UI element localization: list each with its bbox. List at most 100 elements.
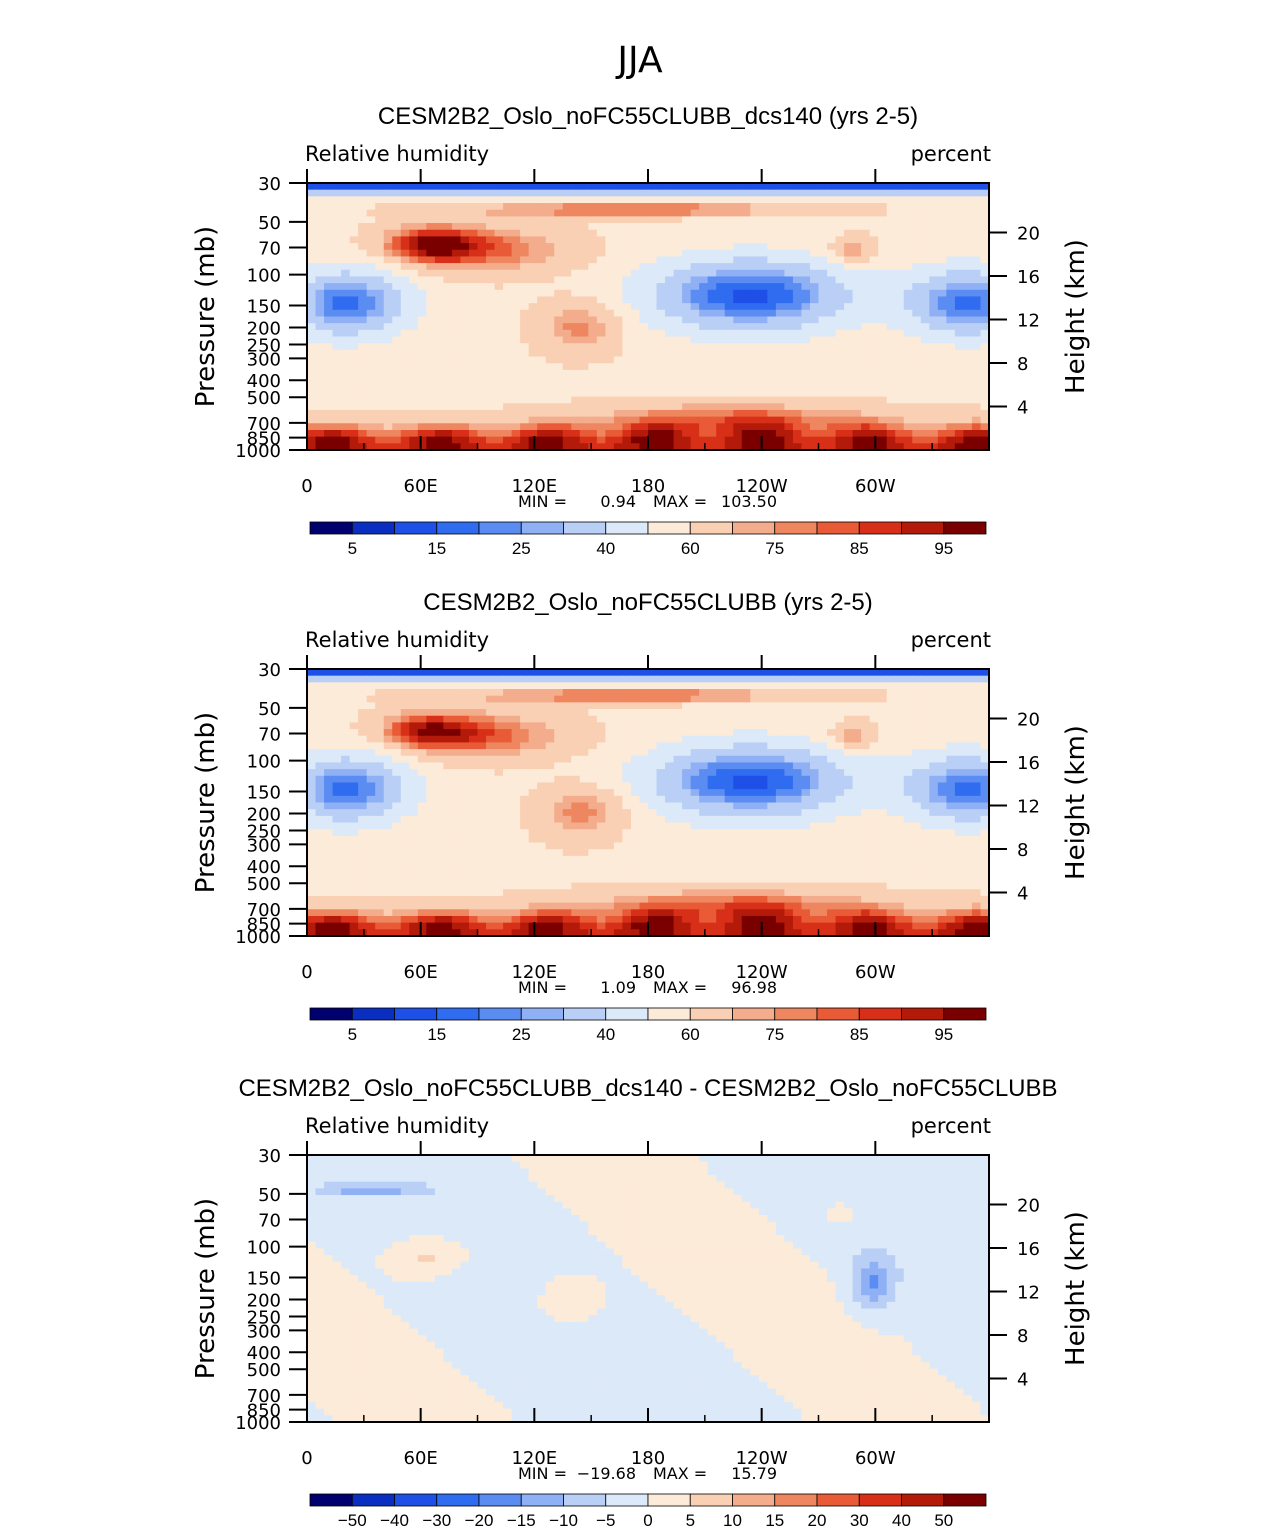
- field-cell: [613, 183, 624, 191]
- field-cell: [451, 749, 462, 757]
- field-cell: [545, 296, 555, 304]
- field-cell: [656, 303, 666, 311]
- field-cell: [605, 189, 615, 197]
- field-cell: [954, 309, 965, 318]
- field-cell: [954, 209, 965, 217]
- field-cell: [477, 396, 487, 404]
- field-cell: [341, 429, 351, 438]
- field-cell: [375, 429, 385, 438]
- field-cell: [537, 309, 547, 318]
- field-cell: [588, 236, 598, 244]
- field-cell: [324, 309, 334, 318]
- field-cell: [579, 289, 589, 298]
- field-cell: [596, 223, 606, 231]
- field-cell: [332, 343, 342, 351]
- field-cell: [451, 316, 462, 324]
- field-cell: [809, 263, 820, 271]
- field-cell: [315, 323, 325, 331]
- field-cell: [707, 349, 717, 358]
- field-cell: [758, 689, 768, 697]
- field-cell: [716, 789, 726, 797]
- field-cell: [528, 436, 538, 444]
- field-cell: [417, 742, 427, 750]
- field-cell: [571, 316, 581, 324]
- field-cell: [639, 203, 649, 211]
- field-cell: [656, 276, 666, 284]
- field-cell: [835, 323, 845, 331]
- field-cell: [366, 689, 376, 697]
- field-cell: [468, 343, 479, 351]
- y-right-tick-label: 20: [1017, 223, 1040, 244]
- field-cell: [954, 709, 965, 717]
- field-cell: [477, 429, 487, 438]
- field-cell: [630, 323, 641, 331]
- field-cell: [835, 423, 845, 431]
- field-cell: [630, 789, 641, 797]
- field-cell: [835, 223, 845, 231]
- field-cell: [886, 396, 896, 404]
- field-cell: [716, 369, 726, 378]
- field-cell: [707, 755, 717, 764]
- field-cell: [656, 429, 666, 438]
- field-cell: [596, 303, 606, 311]
- field-cell: [443, 316, 453, 324]
- field-cell: [537, 296, 547, 304]
- field-cell: [929, 762, 939, 770]
- field-cell: [656, 376, 666, 384]
- field-cell: [673, 702, 683, 710]
- field-cell: [690, 316, 700, 324]
- field-cell: [477, 409, 487, 418]
- field-cell: [912, 249, 922, 258]
- field-cell: [767, 309, 777, 318]
- field-cell: [886, 303, 896, 311]
- field-cell: [809, 276, 820, 284]
- field-cell: [571, 289, 581, 298]
- field-cell: [895, 309, 905, 318]
- field-cell: [844, 316, 854, 324]
- field-cell: [528, 323, 538, 331]
- field-cell: [878, 256, 888, 264]
- field-cell: [562, 669, 572, 677]
- field-cell: [878, 802, 888, 810]
- field-cell: [784, 296, 794, 304]
- field-cell: [835, 203, 845, 211]
- field-cell: [963, 715, 973, 723]
- field-cell: [315, 709, 325, 717]
- field-cell: [494, 722, 504, 730]
- field-cell: [613, 356, 624, 364]
- field-cell: [886, 722, 896, 730]
- field-cell: [537, 243, 547, 251]
- field-cell: [937, 183, 947, 191]
- field-cell: [690, 682, 700, 690]
- field-cell: [946, 416, 956, 424]
- field-cell: [716, 243, 726, 251]
- field-cell: [963, 289, 973, 298]
- field-cell: [486, 283, 496, 291]
- field-cell: [341, 689, 351, 697]
- field-cell: [622, 715, 632, 723]
- field-cell: [494, 769, 504, 777]
- field-cell: [980, 769, 990, 777]
- field-cell: [852, 309, 862, 318]
- field-cell: [451, 429, 462, 438]
- field-cell: [801, 443, 811, 451]
- field-cell: [792, 749, 803, 757]
- field-cell: [792, 742, 803, 750]
- field-cell: [792, 243, 803, 251]
- field-cell: [383, 383, 393, 391]
- field-cell: [758, 769, 768, 777]
- field-cell: [630, 209, 641, 217]
- field-cell: [451, 216, 462, 224]
- field-cell: [937, 443, 947, 451]
- field-cell: [366, 809, 376, 817]
- field-cell: [809, 749, 820, 757]
- field-cell: [886, 389, 896, 398]
- field-cell: [383, 263, 393, 271]
- field-cell: [895, 303, 905, 311]
- field-cell: [852, 396, 862, 404]
- field-cell: [400, 789, 410, 797]
- field-cell: [545, 782, 555, 790]
- field-cell: [537, 236, 547, 244]
- field-cell: [733, 429, 743, 438]
- field-cell: [980, 782, 990, 790]
